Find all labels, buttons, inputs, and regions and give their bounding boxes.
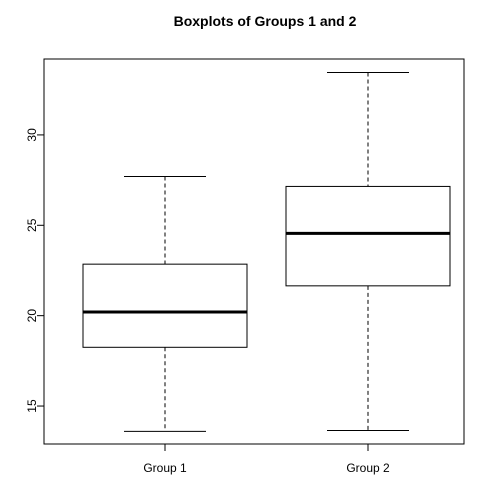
chart-marks: Group 1 Group 2 15 20 25 30	[25, 72, 451, 475]
group-1-x-tick-label: Group 1	[143, 461, 187, 475]
y-tick-label-25: 25	[25, 218, 39, 232]
y-tick-label-30: 30	[25, 128, 39, 142]
group-1-box	[82, 263, 248, 348]
group-2-box	[285, 185, 451, 287]
y-tick-label-15: 15	[25, 399, 39, 413]
chart-title: Boxplots of Groups 1 and 2	[174, 13, 357, 29]
group-2-x-tick-label: Group 2	[346, 461, 390, 475]
y-tick-label-20: 20	[25, 309, 39, 323]
